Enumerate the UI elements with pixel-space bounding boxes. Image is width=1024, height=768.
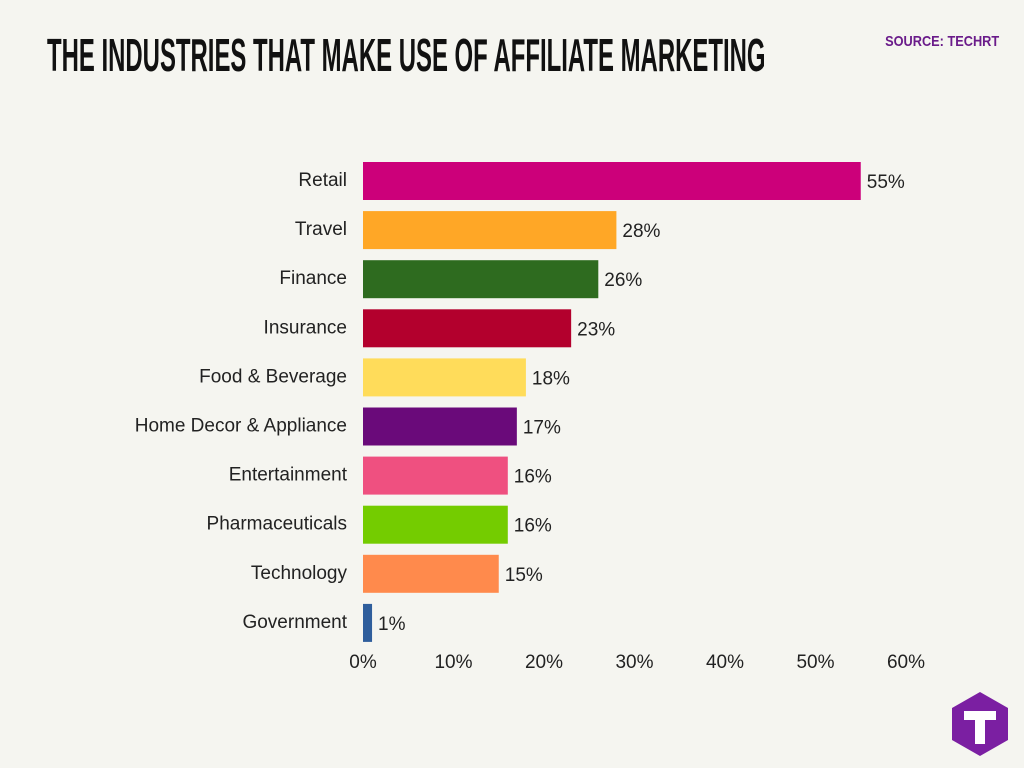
- logo: [952, 692, 1008, 756]
- value-label: 23%: [577, 319, 615, 340]
- source: SOURCE: TECHRT: [884, 33, 999, 50]
- x-tick-label: 40%: [706, 652, 744, 673]
- bar: [363, 358, 526, 397]
- y-tick-label: Entertainment: [229, 465, 348, 486]
- y-tick-label: Food & Beverage: [199, 366, 347, 387]
- value-label: 18%: [532, 368, 570, 389]
- x-tick-label: 50%: [796, 652, 834, 673]
- y-tick-label: Retail: [298, 170, 347, 191]
- bar: [363, 162, 861, 200]
- y-tick-label: Finance: [279, 268, 347, 289]
- value-label: 28%: [622, 221, 660, 242]
- y-tick-label: Pharmaceuticals: [207, 514, 347, 535]
- bar: [363, 456, 508, 495]
- x-tick-label: 20%: [525, 652, 563, 673]
- bar: [363, 505, 508, 544]
- bar: [363, 260, 599, 299]
- value-label: 55%: [867, 172, 905, 193]
- y-tick-label: Travel: [295, 219, 347, 240]
- y-tick-label: Insurance: [264, 317, 347, 338]
- bar: [363, 211, 617, 250]
- x-tick-label: 10%: [434, 652, 472, 673]
- y-tick-label: Home Decor & Appliance: [135, 416, 347, 437]
- bar: [363, 603, 373, 642]
- y-tick-label: Government: [242, 612, 347, 633]
- chart-title: THE INDUSTRIES THAT MAKE USE OF AFFILIAT…: [47, 29, 766, 81]
- x-tick-label: 0%: [349, 652, 377, 673]
- value-label: 17%: [523, 418, 561, 439]
- x-tick-label: 60%: [887, 652, 925, 673]
- bar: [363, 309, 572, 348]
- y-tick-label: Technology: [251, 563, 348, 584]
- bar: [363, 554, 499, 593]
- x-tick-label: 30%: [615, 652, 653, 673]
- value-label: 16%: [514, 516, 552, 537]
- value-label: 15%: [505, 565, 543, 586]
- value-label: 16%: [514, 467, 552, 488]
- value-label: 26%: [604, 270, 642, 291]
- value-label: 1%: [378, 614, 406, 635]
- bar: [363, 407, 517, 446]
